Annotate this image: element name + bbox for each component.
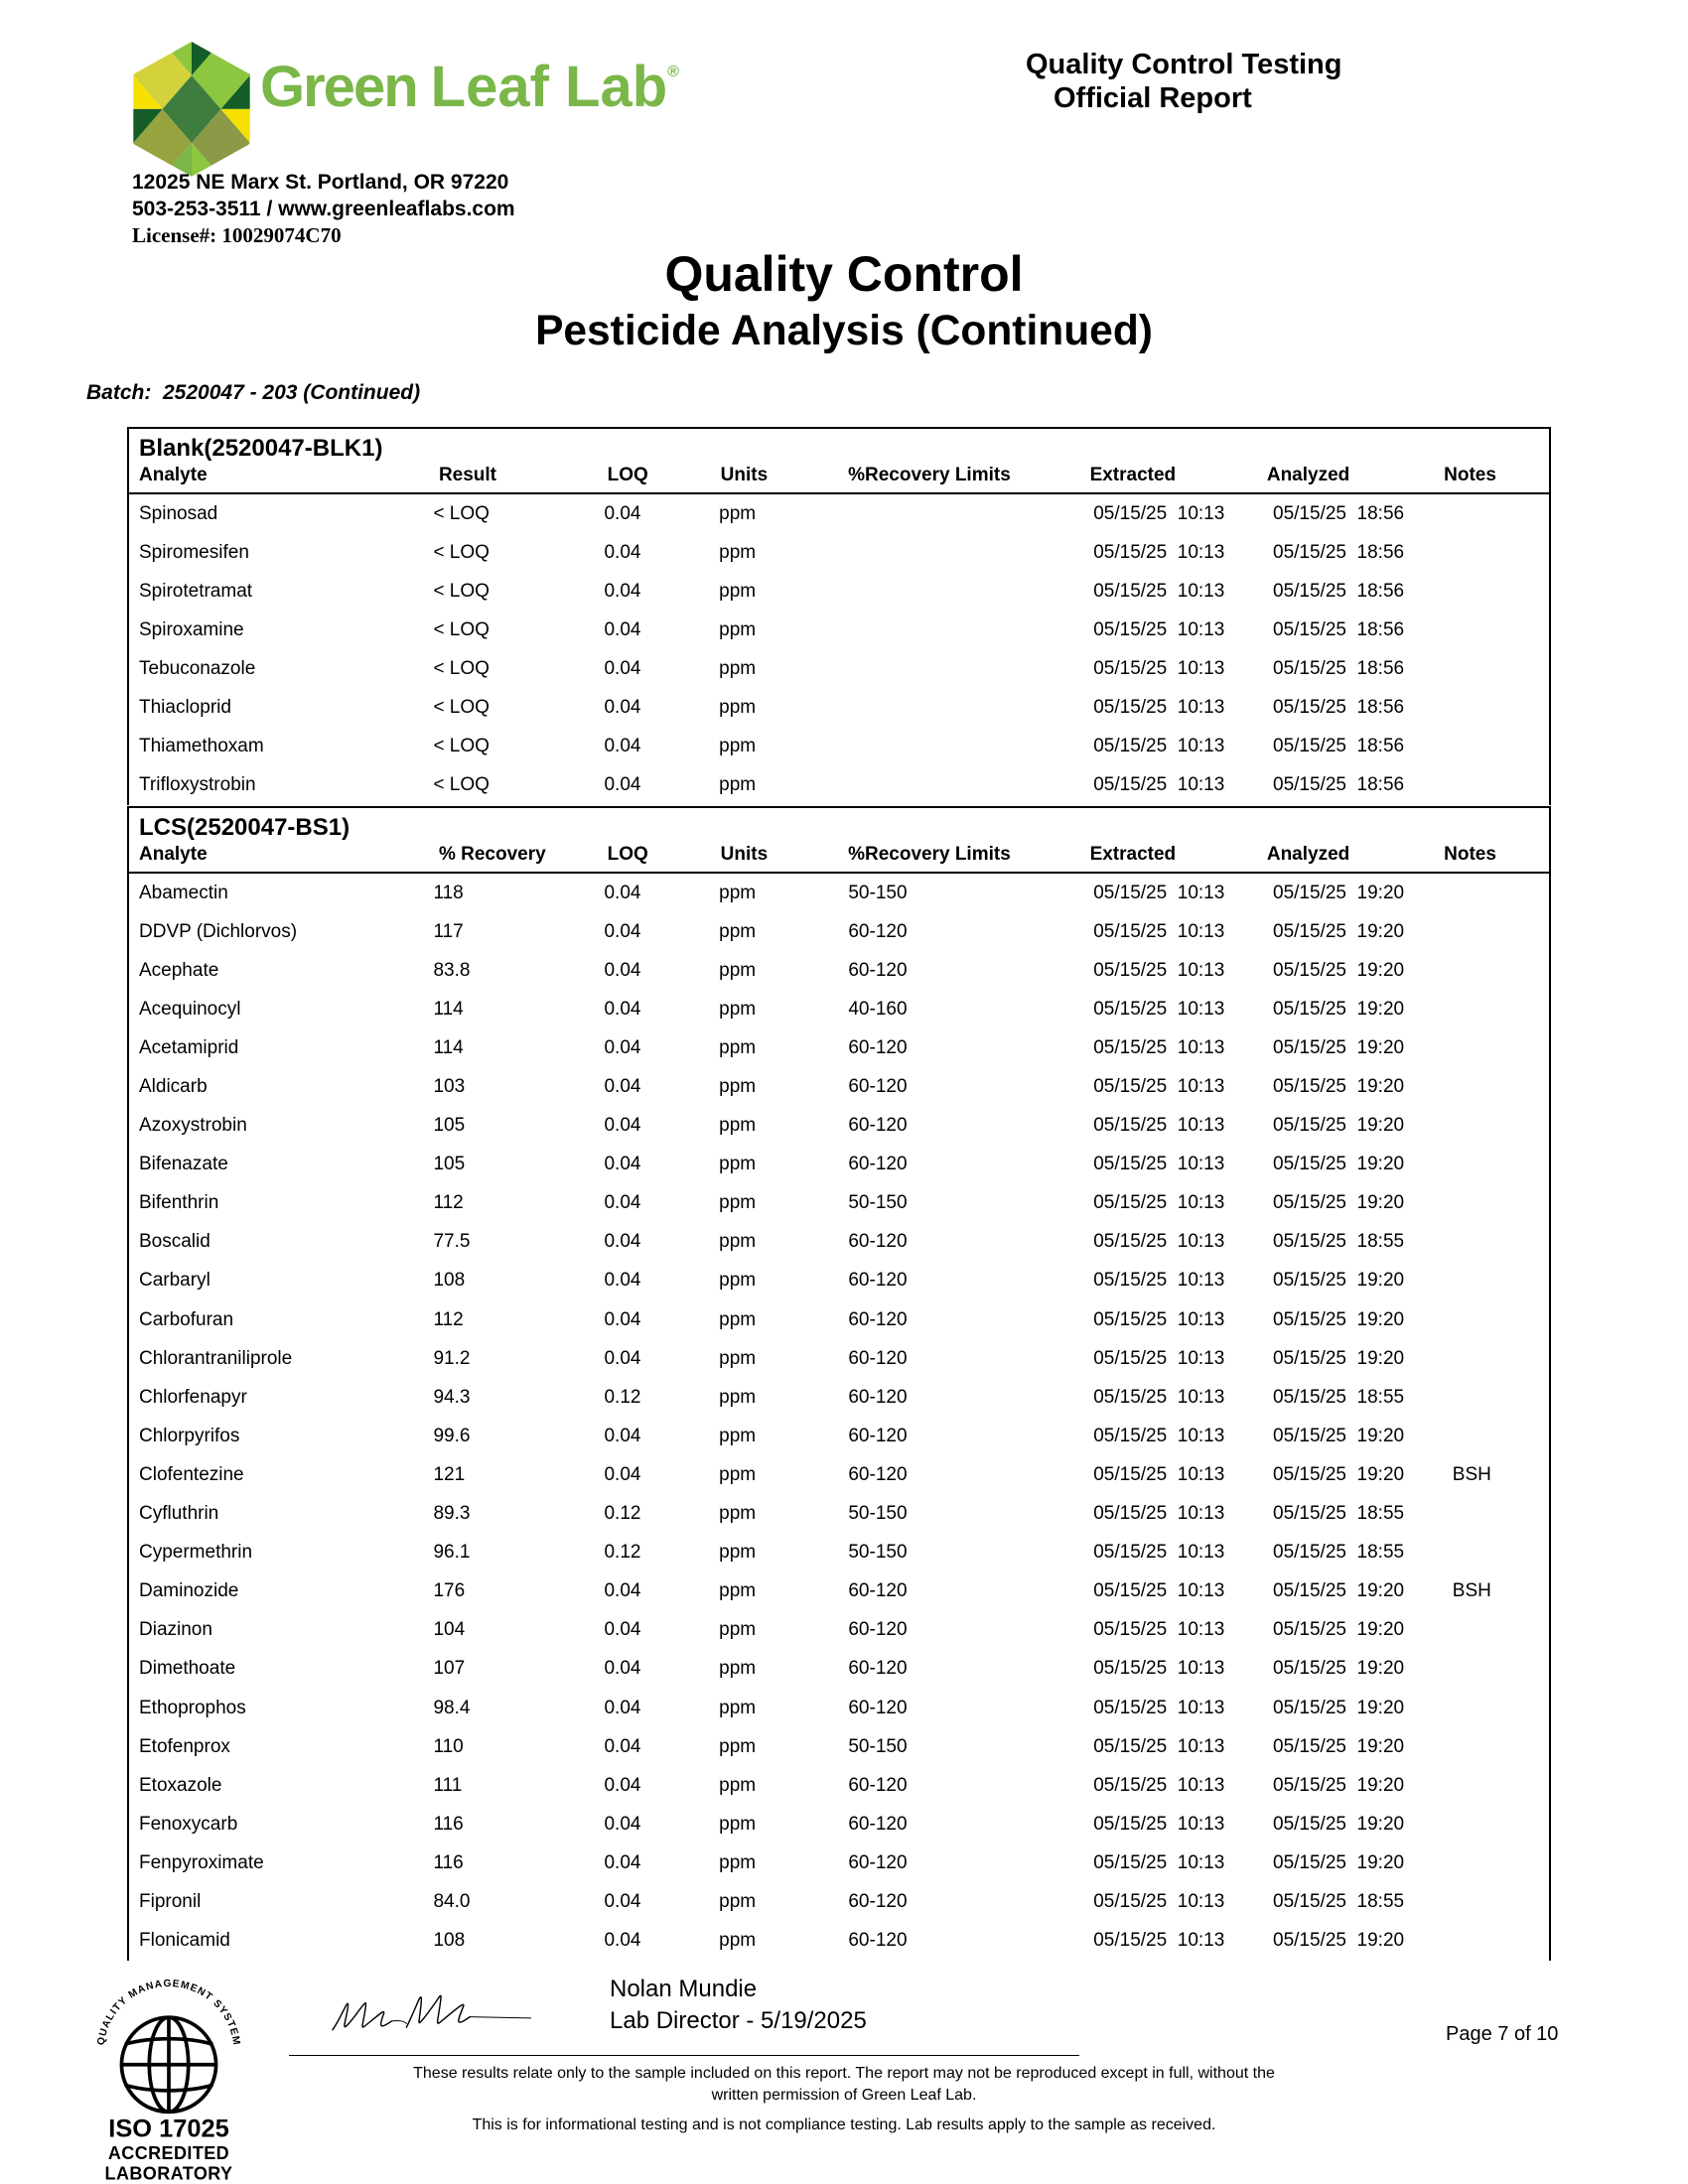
svg-text:LABORATORY: LABORATORY <box>105 2163 233 2183</box>
svg-text:ACCREDITED: ACCREDITED <box>108 2143 229 2163</box>
